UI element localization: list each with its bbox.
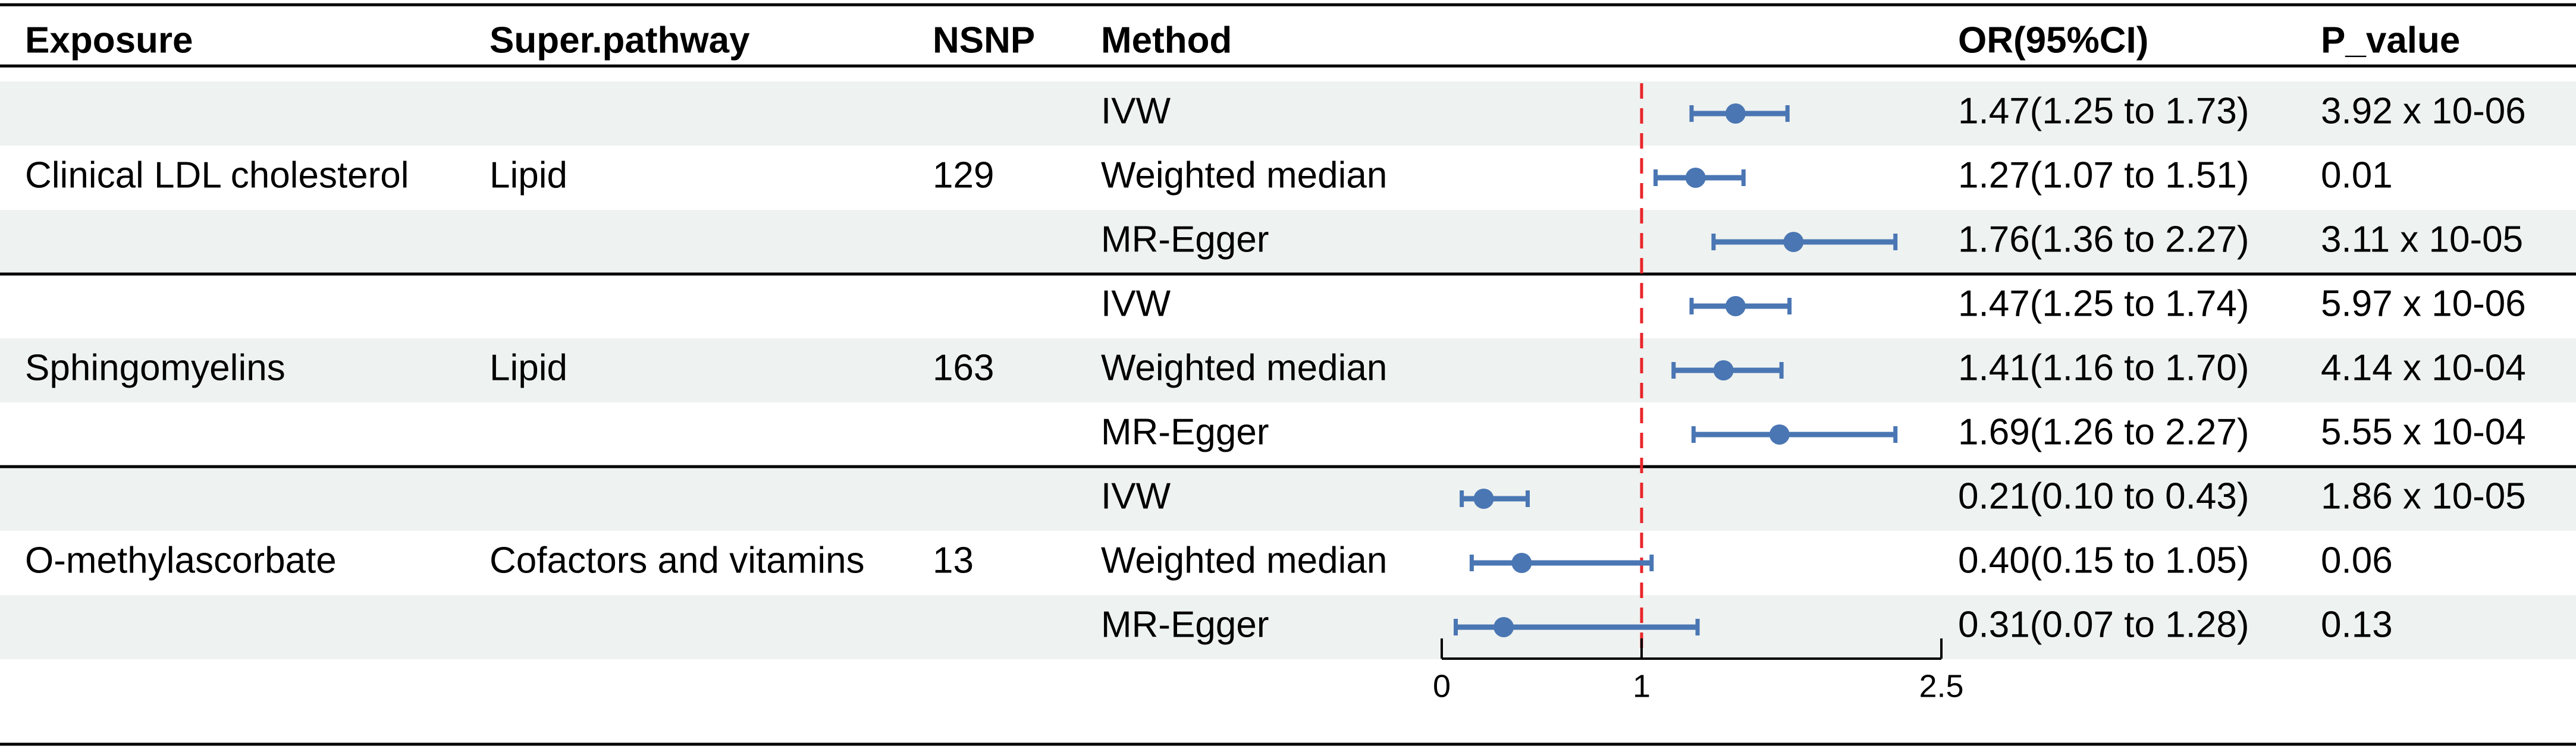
method-label: Weighted median — [1101, 155, 1387, 196]
exposure-label: Sphingomyelins — [25, 347, 285, 388]
x-tick-label: 0 — [1433, 668, 1451, 704]
row-stripe — [0, 467, 2576, 531]
method-label: IVW — [1101, 283, 1171, 324]
or-ci-label: 1.47(1.25 to 1.73) — [1958, 90, 2249, 131]
method-label: IVW — [1101, 476, 1171, 517]
p-value-label: 5.55 x 10-04 — [2321, 411, 2526, 452]
p-value-label: 3.92 x 10-06 — [2321, 90, 2526, 131]
point-estimate — [1473, 489, 1494, 509]
p-value-label: 0.13 — [2321, 604, 2393, 645]
or-ci-label: 1.41(1.16 to 1.70) — [1958, 347, 2249, 388]
row-stripe — [0, 210, 2576, 274]
or-ci-label: 0.31(0.07 to 1.28) — [1958, 604, 2249, 645]
pathway-label: Lipid — [490, 155, 567, 196]
nsnp-label: 163 — [933, 347, 994, 388]
method-label: IVW — [1101, 90, 1171, 131]
point-estimate — [1713, 360, 1734, 380]
method-label: MR-Egger — [1101, 411, 1269, 452]
pathway-label: Lipid — [490, 347, 567, 388]
p-value-label: 3.11 x 10-05 — [2321, 219, 2523, 260]
or-ci-label: 1.27(1.07 to 1.51) — [1958, 155, 2249, 196]
column-header-nsnp: NSNP — [933, 20, 1035, 61]
or-ci-label: 0.40(0.15 to 1.05) — [1958, 540, 2249, 581]
method-label: Weighted median — [1101, 347, 1387, 388]
column-header-method: Method — [1101, 20, 1232, 61]
pathway-label: Cofactors and vitamins — [490, 540, 865, 581]
column-header-or-95-ci-: OR(95%CI) — [1958, 20, 2148, 61]
column-header-p-value: P_value — [2321, 20, 2460, 61]
or-ci-label: 1.69(1.26 to 2.27) — [1958, 411, 2249, 452]
method-label: MR-Egger — [1101, 604, 1269, 645]
exposure-label: O-methylascorbate — [25, 540, 337, 581]
point-estimate — [1783, 232, 1804, 252]
point-estimate — [1769, 424, 1790, 445]
point-estimate — [1725, 103, 1746, 124]
x-tick-label: 1 — [1633, 668, 1651, 704]
or-ci-label: 1.47(1.25 to 1.74) — [1958, 283, 2249, 324]
row-stripe — [0, 595, 2576, 659]
column-header-exposure: Exposure — [25, 20, 193, 61]
method-label: Weighted median — [1101, 540, 1387, 581]
point-estimate — [1493, 617, 1514, 637]
or-ci-label: 0.21(0.10 to 0.43) — [1958, 476, 2249, 517]
point-estimate — [1685, 168, 1706, 188]
row-stripe — [0, 338, 2576, 402]
or-ci-label: 1.76(1.36 to 2.27) — [1958, 219, 2249, 260]
column-header-super-pathway: Super.pathway — [490, 20, 750, 61]
exposure-label: Clinical LDL cholesterol — [25, 155, 409, 196]
p-value-label: 4.14 x 10-04 — [2321, 347, 2526, 388]
nsnp-label: 129 — [933, 155, 994, 196]
p-value-label: 5.97 x 10-06 — [2321, 283, 2526, 324]
method-label: MR-Egger — [1101, 219, 1269, 260]
p-value-label: 0.01 — [2321, 155, 2393, 196]
p-value-label: 1.86 x 10-05 — [2321, 476, 2526, 517]
row-stripe — [0, 81, 2576, 146]
point-estimate — [1725, 296, 1746, 316]
nsnp-label: 13 — [933, 540, 974, 581]
point-estimate — [1511, 553, 1532, 573]
p-value-label: 0.06 — [2321, 540, 2393, 581]
x-tick-label: 2.5 — [1919, 668, 1963, 704]
